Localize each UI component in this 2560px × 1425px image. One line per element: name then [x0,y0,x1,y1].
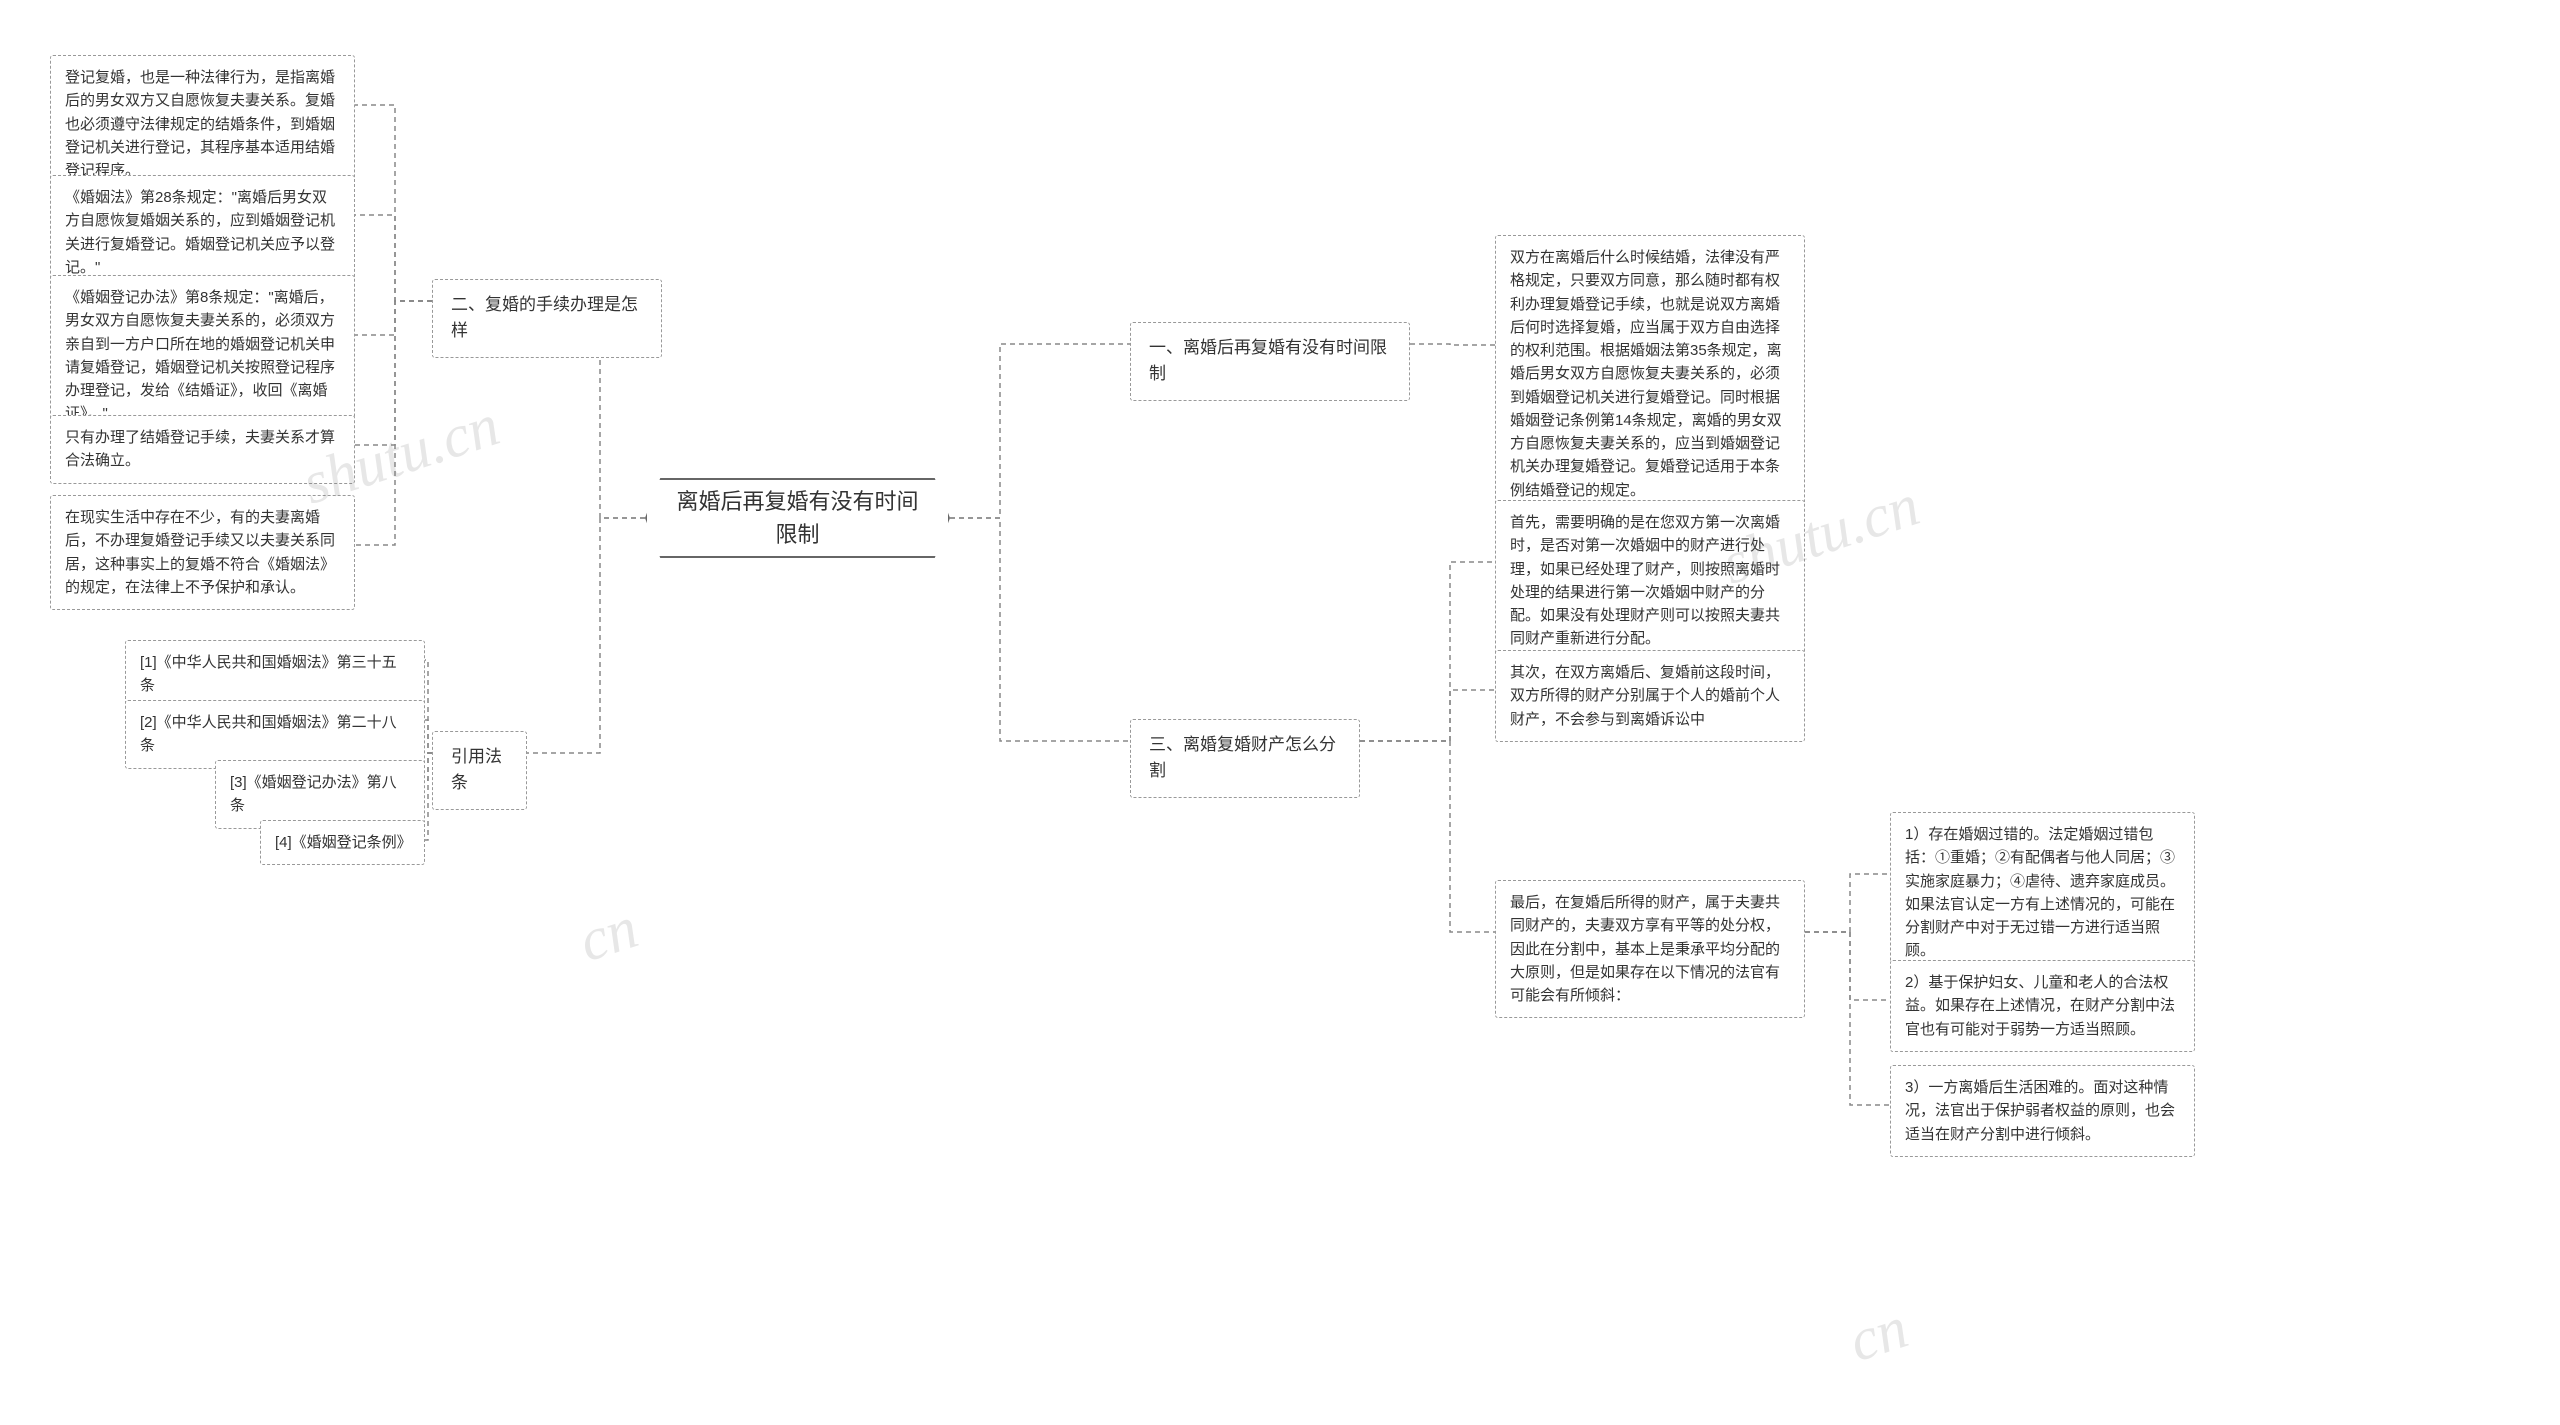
leaf-2e-text: 在现实生活中存在不少，有的夫妻离婚后，不办理复婚登记手续又以夫妻关系同居，这种事… [65,509,335,596]
branch-ref-label: 引用法条 [451,747,502,792]
leaf-2b-text: 《婚姻法》第28条规定："离婚后男女双方自愿恢复婚姻关系的，应到婚姻登记机关进行… [65,189,335,276]
leaf-ref3-text: [3]《婚姻登记办法》第八条 [230,774,397,814]
leaf-3c2-text: 2）基于保护妇女、儿童和老人的合法权益。如果存在上述情况，在财产分割中法官也有可… [1905,974,2175,1038]
branch-3-label: 三、离婚复婚财产怎么分割 [1149,735,1336,780]
leaf-ref1-text: [1]《中华人民共和国婚姻法》第三十五条 [140,654,397,694]
watermark-4: cn [1841,1293,1916,1376]
leaf-3b-text: 其次，在双方离婚后、复婚前这段时间，双方所得的财产分别属于个人的婚前个人财产，不… [1510,664,1780,728]
branch-3: 三、离婚复婚财产怎么分割 [1130,719,1360,798]
leaf-2a: 登记复婚，也是一种法律行为，是指离婚后的男女双方又自愿恢复夫妻关系。复婚也必须遵… [50,55,355,193]
leaf-2c: 《婚姻登记办法》第8条规定："离婚后，男女双方自愿恢复夫妻关系的，必须双方亲自到… [50,275,355,437]
watermark-2: cn [571,893,646,976]
leaf-3c1: 1）存在婚姻过错的。法定婚姻过错包括：①重婚；②有配偶者与他人同居；③实施家庭暴… [1890,812,2195,974]
leaf-ref4: [4]《婚姻登记条例》 [260,820,425,865]
leaf-ref3: [3]《婚姻登记办法》第八条 [215,760,425,829]
root-node: 离婚后再复婚有没有时间限制 [645,478,950,558]
leaf-1a: 双方在离婚后什么时候结婚，法律没有严格规定，只要双方同意，那么随时都有权利办理复… [1495,235,1805,513]
leaf-3a-text: 首先，需要明确的是在您双方第一次离婚时，是否对第一次婚姻中的财产进行处理，如果已… [1510,514,1780,647]
leaf-ref4-text: [4]《婚姻登记条例》 [275,834,412,851]
leaf-3c: 最后，在复婚后所得的财产，属于夫妻共同财产的，夫妻双方享有平等的处分权，因此在分… [1495,880,1805,1018]
leaf-3c2: 2）基于保护妇女、儿童和老人的合法权益。如果存在上述情况，在财产分割中法官也有可… [1890,960,2195,1052]
leaf-3c-text: 最后，在复婚后所得的财产，属于夫妻共同财产的，夫妻双方享有平等的处分权，因此在分… [1510,894,1780,1004]
leaf-2b: 《婚姻法》第28条规定："离婚后男女双方自愿恢复婚姻关系的，应到婚姻登记机关进行… [50,175,355,290]
leaf-3c3-text: 3）一方离婚后生活困难的。面对这种情况，法官出于保护弱者权益的原则，也会适当在财… [1905,1079,2175,1143]
leaf-ref2-text: [2]《中华人民共和国婚姻法》第二十八条 [140,714,397,754]
leaf-2d: 只有办理了结婚登记手续，夫妻关系才算合法确立。 [50,415,355,484]
branch-2: 二、复婚的手续办理是怎样 [432,279,662,358]
leaf-2c-text: 《婚姻登记办法》第8条规定："离婚后，男女双方自愿恢复夫妻关系的，必须双方亲自到… [65,289,335,422]
leaf-3c3: 3）一方离婚后生活困难的。面对这种情况，法官出于保护弱者权益的原则，也会适当在财… [1890,1065,2195,1157]
leaf-2e: 在现实生活中存在不少，有的夫妻离婚后，不办理复婚登记手续又以夫妻关系同居，这种事… [50,495,355,610]
leaf-ref2: [2]《中华人民共和国婚姻法》第二十八条 [125,700,425,769]
leaf-2a-text: 登记复婚，也是一种法律行为，是指离婚后的男女双方又自愿恢复夫妻关系。复婚也必须遵… [65,69,335,179]
root-label: 离婚后再复婚有没有时间限制 [675,485,920,551]
leaf-ref1: [1]《中华人民共和国婚姻法》第三十五条 [125,640,425,709]
leaf-3c1-text: 1）存在婚姻过错的。法定婚姻过错包括：①重婚；②有配偶者与他人同居；③实施家庭暴… [1905,826,2175,959]
leaf-3a: 首先，需要明确的是在您双方第一次离婚时，是否对第一次婚姻中的财产进行处理，如果已… [1495,500,1805,662]
leaf-2d-text: 只有办理了结婚登记手续，夫妻关系才算合法确立。 [65,429,335,469]
leaf-3b: 其次，在双方离婚后、复婚前这段时间，双方所得的财产分别属于个人的婚前个人财产，不… [1495,650,1805,742]
leaf-1a-text: 双方在离婚后什么时候结婚，法律没有严格规定，只要双方同意，那么随时都有权利办理复… [1510,249,1782,499]
branch-ref: 引用法条 [432,731,527,810]
branch-1: 一、离婚后再复婚有没有时间限制 [1130,322,1410,401]
branch-1-label: 一、离婚后再复婚有没有时间限制 [1149,338,1387,383]
branch-2-label: 二、复婚的手续办理是怎样 [451,295,638,340]
